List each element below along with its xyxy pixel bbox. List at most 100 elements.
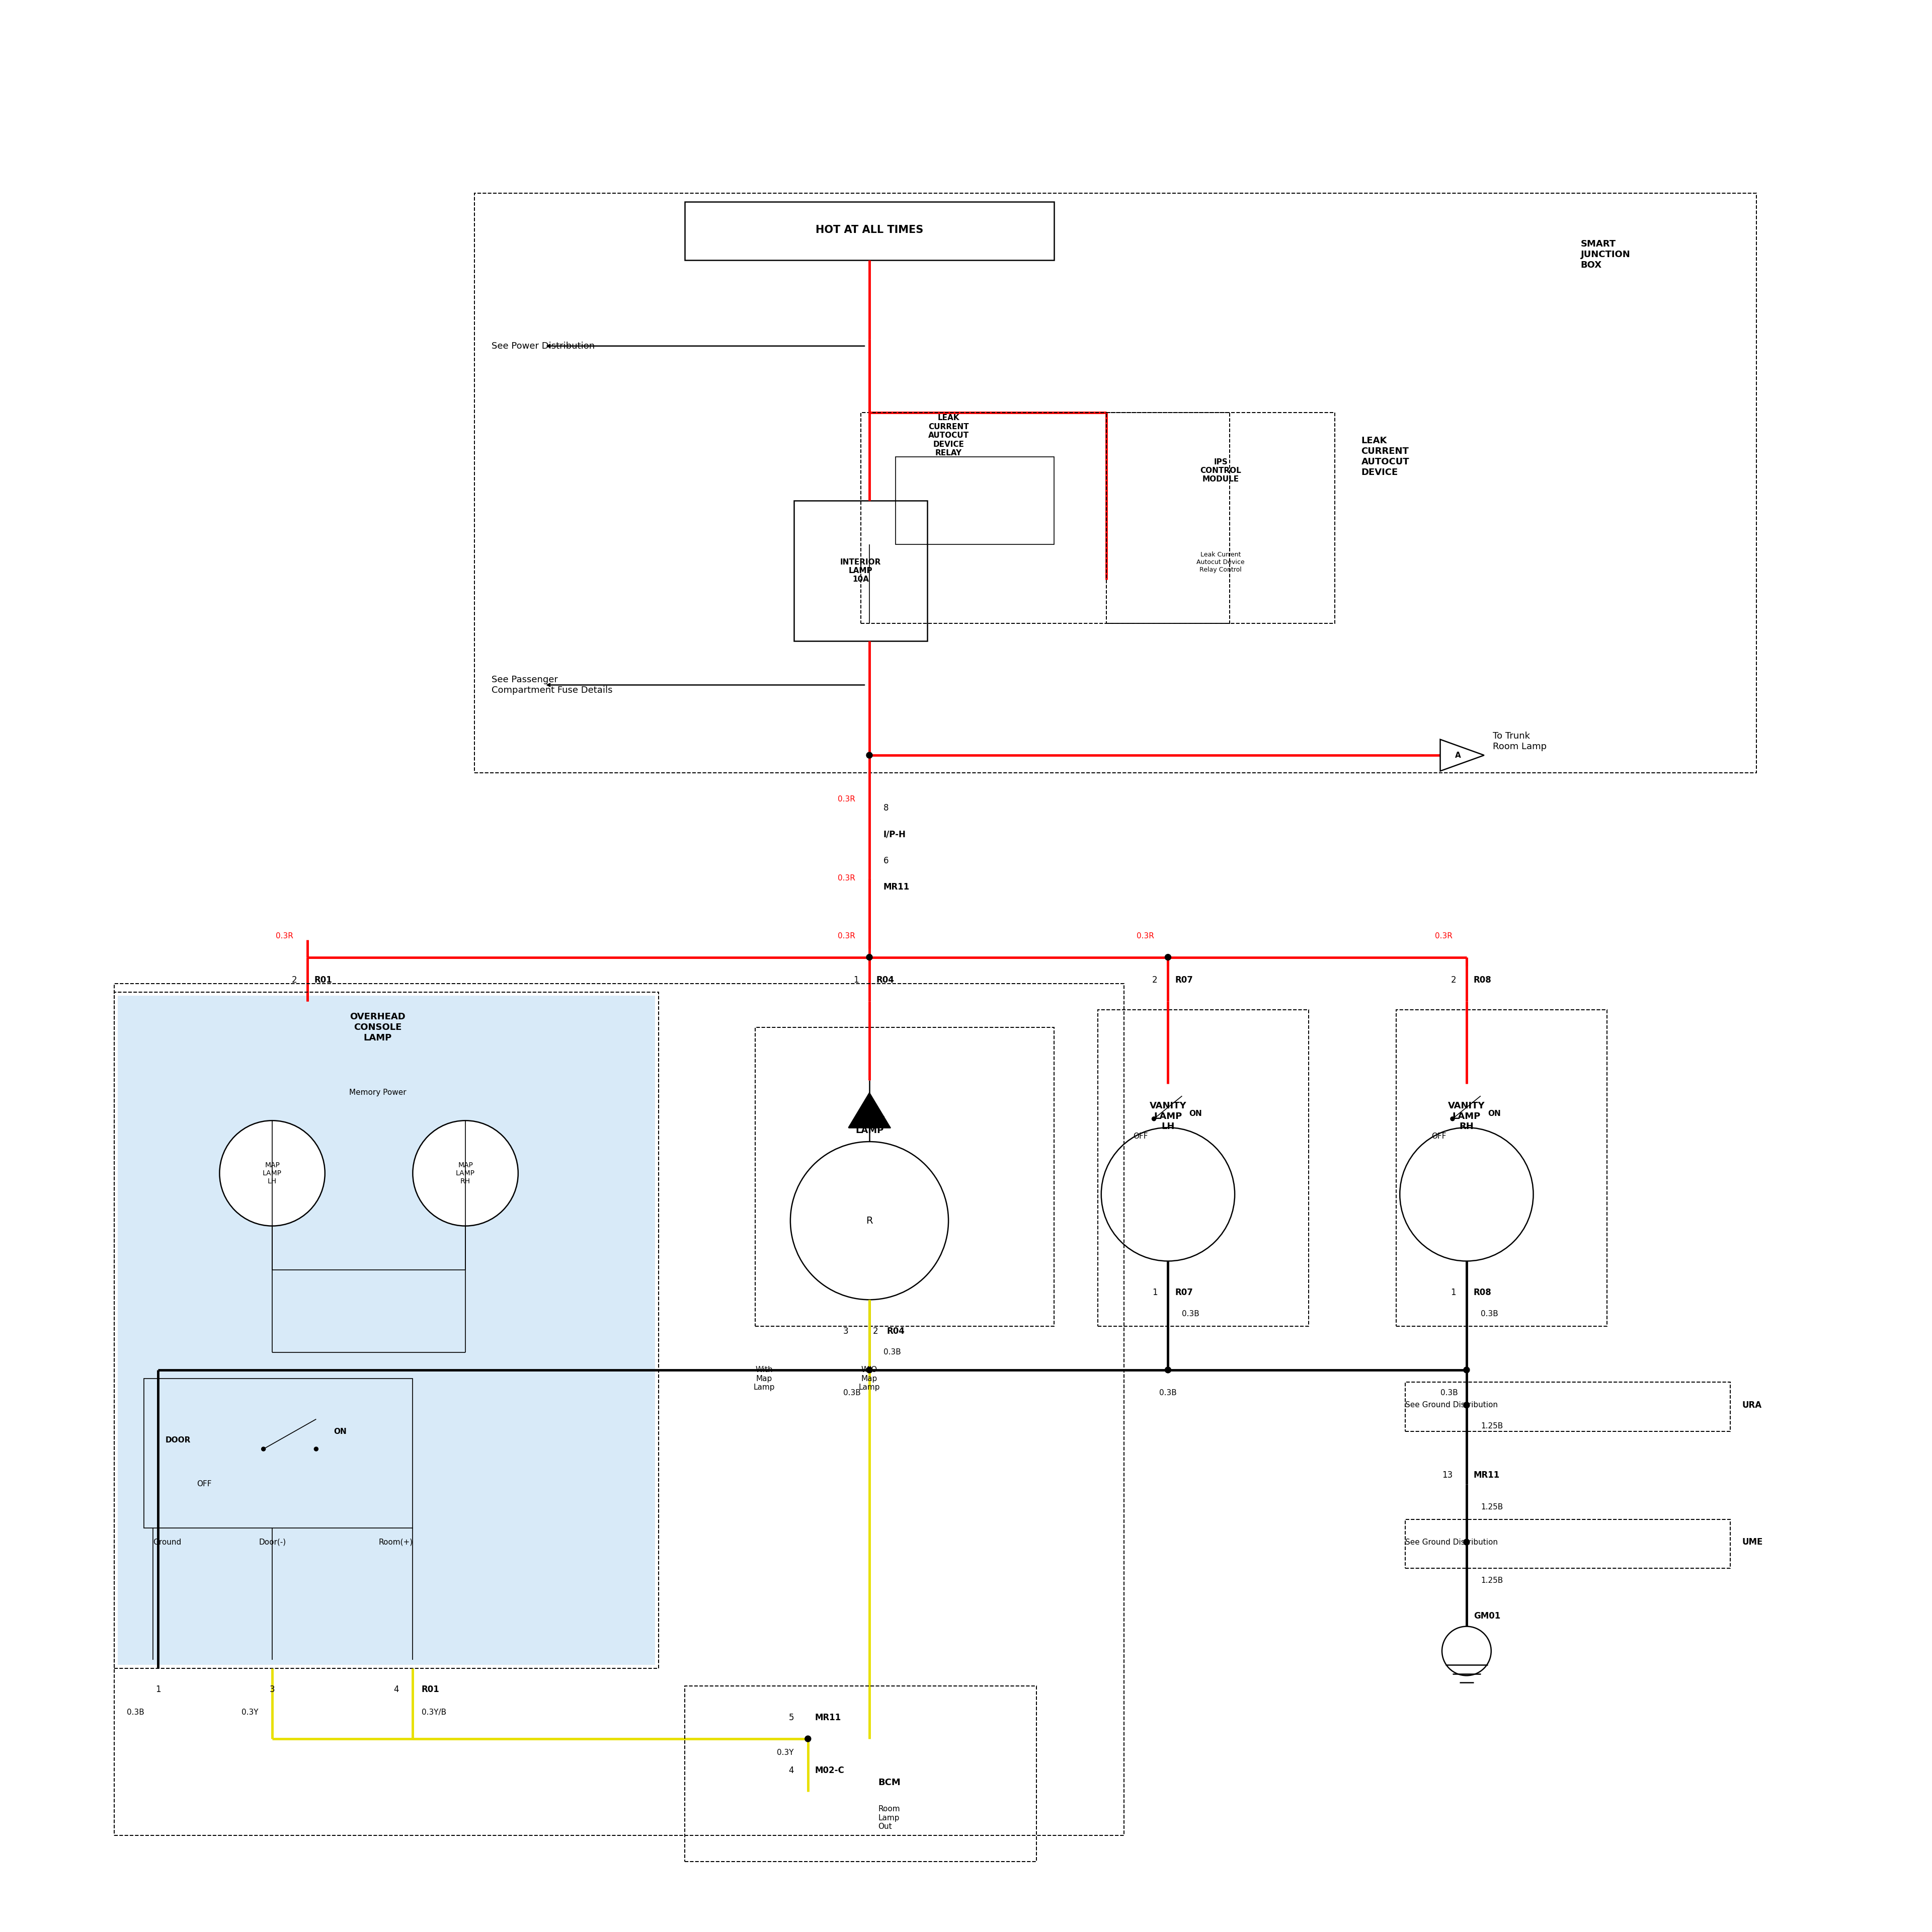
Circle shape [1441, 1627, 1492, 1675]
Text: 0.3R: 0.3R [1435, 933, 1453, 939]
Bar [896, 456, 1053, 545]
Text: 0.3R: 0.3R [838, 933, 856, 939]
Text: MR11: MR11 [1474, 1470, 1499, 1480]
Circle shape [1401, 1128, 1534, 1262]
Text: W/O
Map
Lamp: W/O Map Lamp [858, 1366, 881, 1391]
Text: URA: URA [1743, 1401, 1762, 1410]
Bar [860, 413, 1229, 624]
Text: ROOM
LAMP: ROOM LAMP [854, 1115, 885, 1134]
Circle shape [1151, 1117, 1155, 1121]
Text: INTERIOR
LAMP
10A: INTERIOR LAMP 10A [840, 558, 881, 583]
Bar [1107, 413, 1335, 624]
Bar [1397, 1010, 1607, 1325]
Text: R04: R04 [887, 1327, 904, 1335]
Text: Room
Lamp
Out: Room Lamp Out [879, 1804, 900, 1830]
Text: VANITY
LAMP
RH: VANITY LAMP RH [1449, 1101, 1486, 1132]
Circle shape [866, 954, 873, 960]
Bar [686, 1687, 1036, 1862]
Text: 0.3R: 0.3R [838, 875, 856, 881]
Polygon shape [1439, 740, 1484, 771]
Text: ON: ON [334, 1428, 346, 1435]
Text: 1.25B: 1.25B [1480, 1503, 1503, 1511]
Text: 2: 2 [1451, 976, 1457, 985]
Circle shape [790, 1142, 949, 1300]
Circle shape [220, 1121, 325, 1227]
Text: R08: R08 [1474, 976, 1492, 985]
Text: R07: R07 [1175, 1289, 1194, 1296]
Text: M02-C: M02-C [815, 1766, 844, 1776]
Text: 2: 2 [873, 1327, 879, 1335]
Text: OFF: OFF [197, 1480, 213, 1488]
Text: MR11: MR11 [883, 883, 910, 891]
Text: See Passenger
Compartment Fuse Details: See Passenger Compartment Fuse Details [493, 674, 612, 696]
Text: R07: R07 [1175, 976, 1194, 985]
Text: SMART
JUNCTION
BOX: SMART JUNCTION BOX [1580, 240, 1631, 270]
Bar [1405, 1381, 1729, 1432]
Text: R08: R08 [1474, 1289, 1492, 1296]
Text: Leak Current
Autocut Device
Relay Control: Leak Current Autocut Device Relay Contro… [1196, 551, 1244, 574]
Text: 0.3R: 0.3R [276, 933, 294, 939]
Bar [686, 203, 1053, 261]
Circle shape [315, 1447, 319, 1451]
Text: 0.3B: 0.3B [883, 1349, 900, 1356]
Text: 8: 8 [883, 804, 889, 813]
Text: OVERHEAD
CONSOLE
LAMP: OVERHEAD CONSOLE LAMP [350, 1012, 406, 1043]
Text: HOT AT ALL TIMES: HOT AT ALL TIMES [815, 224, 923, 236]
Text: R01: R01 [315, 976, 332, 985]
Text: UME: UME [1743, 1538, 1764, 1548]
Text: 3: 3 [270, 1685, 274, 1694]
Text: ON: ON [1188, 1109, 1202, 1117]
Text: 1.25B: 1.25B [1480, 1422, 1503, 1430]
Text: 0.3B: 0.3B [1159, 1389, 1177, 1397]
Circle shape [1464, 1540, 1470, 1546]
Text: 0.3Y: 0.3Y [777, 1748, 794, 1756]
Text: 0.3B: 0.3B [842, 1389, 860, 1397]
Text: BCM: BCM [879, 1777, 900, 1787]
Circle shape [1464, 1403, 1470, 1408]
Text: MR11: MR11 [815, 1714, 840, 1721]
Text: 0.3R: 0.3R [1136, 933, 1153, 939]
Bar [114, 993, 659, 1669]
Text: IPS
CONTROL
MODULE: IPS CONTROL MODULE [1200, 458, 1240, 483]
Text: 1.25B: 1.25B [1480, 1577, 1503, 1584]
Text: 1: 1 [1151, 1289, 1157, 1296]
Circle shape [1165, 954, 1171, 960]
Text: I/P-H: I/P-H [883, 829, 906, 838]
Circle shape [261, 1447, 265, 1451]
Text: 5: 5 [788, 1714, 794, 1721]
Text: 1: 1 [155, 1685, 160, 1694]
Text: LEAK
CURRENT
AUTOCUT
DEVICE: LEAK CURRENT AUTOCUT DEVICE [1362, 437, 1408, 477]
Text: ON: ON [1488, 1109, 1501, 1117]
Text: 1: 1 [854, 976, 860, 985]
Text: 0.3Y/B: 0.3Y/B [421, 1708, 446, 1716]
Text: 2: 2 [292, 976, 298, 985]
Circle shape [1451, 1117, 1455, 1121]
Circle shape [866, 752, 873, 757]
Bar [1097, 1010, 1308, 1325]
Text: MAP
LAMP
RH: MAP LAMP RH [456, 1161, 475, 1184]
Bar [118, 995, 655, 1665]
Bar [473, 193, 1756, 773]
Text: See Ground Distribution: See Ground Distribution [1405, 1538, 1497, 1546]
Text: 6: 6 [883, 856, 889, 866]
Text: 4: 4 [788, 1766, 794, 1776]
Text: 1: 1 [1451, 1289, 1457, 1296]
Text: With
Map
Lamp: With Map Lamp [753, 1366, 775, 1391]
Text: OFF: OFF [1432, 1132, 1447, 1140]
Text: R01: R01 [421, 1685, 439, 1694]
Text: See Power Distribution: See Power Distribution [493, 342, 595, 350]
Text: 2: 2 [1151, 976, 1157, 985]
Circle shape [1165, 1368, 1171, 1374]
Text: 0.3R: 0.3R [838, 796, 856, 804]
Text: 13: 13 [1441, 1470, 1453, 1480]
Text: Memory Power: Memory Power [350, 1090, 406, 1095]
Circle shape [1464, 1368, 1470, 1374]
Text: LEAK
CURRENT
AUTOCUT
DEVICE
RELAY: LEAK CURRENT AUTOCUT DEVICE RELAY [927, 413, 968, 456]
Bar [1405, 1519, 1729, 1569]
Text: 0.3B: 0.3B [1439, 1389, 1459, 1397]
Circle shape [413, 1121, 518, 1227]
Text: 4: 4 [394, 1685, 398, 1694]
Text: A: A [1455, 752, 1461, 759]
Bar [145, 1379, 413, 1528]
Text: See Ground Distribution: See Ground Distribution [1405, 1401, 1497, 1408]
